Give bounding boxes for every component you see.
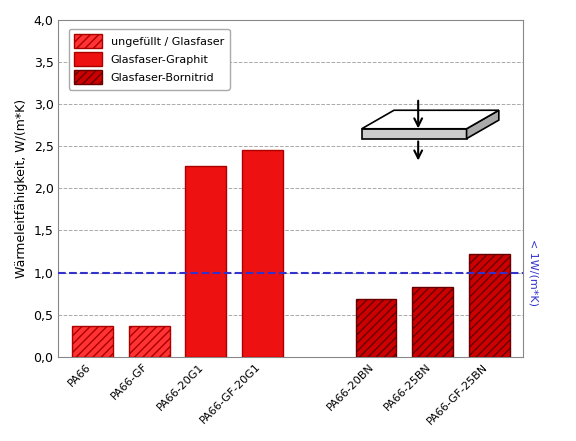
Bar: [185, 166, 226, 357]
Polygon shape: [362, 129, 467, 138]
Bar: [72, 325, 113, 357]
Bar: [355, 299, 396, 357]
Polygon shape: [362, 110, 499, 129]
Polygon shape: [467, 110, 499, 138]
Bar: [469, 254, 510, 357]
Bar: [242, 150, 283, 357]
Legend: ungefüllt / Glasfaser, Glasfaser-Graphit, Glasfaser-Bornitrid: ungefüllt / Glasfaser, Glasfaser-Graphit…: [69, 29, 230, 90]
Bar: [412, 287, 453, 357]
Bar: [129, 325, 169, 357]
Text: < 1W/(m*K): < 1W/(m*K): [528, 239, 538, 306]
Y-axis label: Wärmeleitfähigkeit, W/(m*K): Wärmeleitfähigkeit, W/(m*K): [15, 99, 28, 278]
